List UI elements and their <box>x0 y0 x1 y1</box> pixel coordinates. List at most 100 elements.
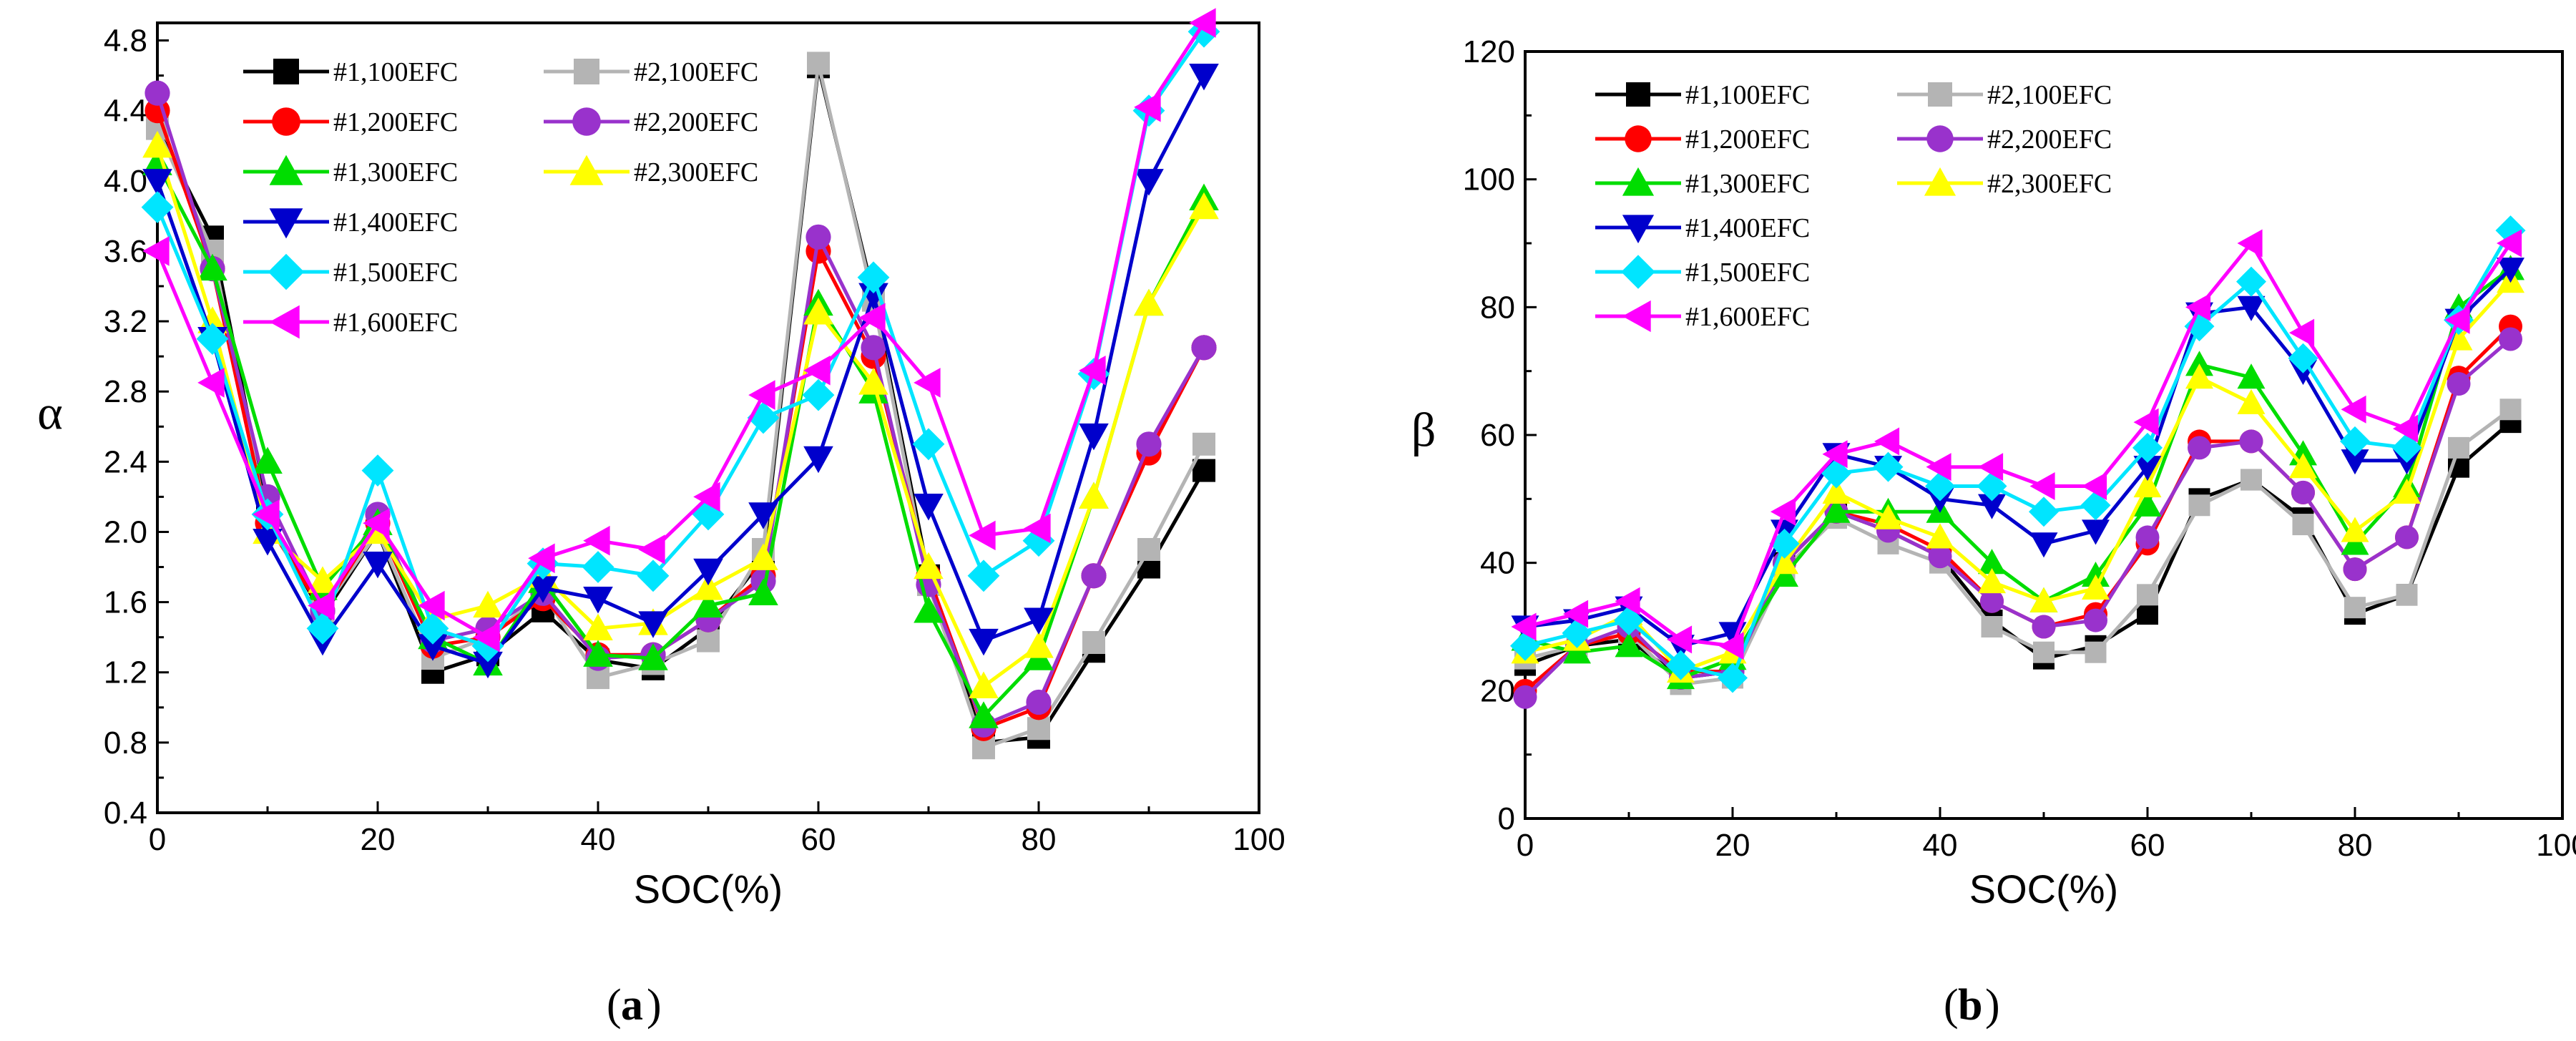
data-point <box>803 298 833 325</box>
data-point <box>1928 544 1952 569</box>
data-point <box>583 640 613 667</box>
data-point <box>1563 638 1591 664</box>
data-point <box>197 253 227 281</box>
data-point <box>363 508 390 538</box>
x-tick-label: 40 <box>1923 828 1958 863</box>
legend-swatch-marker <box>1626 82 1650 107</box>
data-point <box>582 551 614 583</box>
y-tick-label: 40 <box>1480 546 1515 581</box>
x-tick-label: 80 <box>2338 828 2373 863</box>
legend-item: #1,300EFC <box>243 155 458 187</box>
data-point <box>1024 631 1054 658</box>
data-point <box>416 612 449 645</box>
data-point <box>473 622 500 653</box>
data-point <box>145 80 170 106</box>
y-tick-label: 2.0 <box>104 514 147 549</box>
legend-item: #2,200EFC <box>1897 124 2112 155</box>
data-point <box>748 578 778 605</box>
legend-swatch-marker <box>1622 167 1655 196</box>
data-point <box>803 355 831 386</box>
data-point <box>2239 429 2263 454</box>
data-point <box>1134 288 1164 316</box>
data-point <box>2289 318 2315 347</box>
data-point <box>196 323 229 355</box>
data-point <box>253 499 280 529</box>
data-point <box>306 612 339 645</box>
data-point <box>2499 327 2522 351</box>
data-point <box>1978 567 2006 594</box>
data-point <box>748 543 778 570</box>
legend-label: #2,200EFC <box>1987 124 2112 155</box>
data-point <box>142 130 172 158</box>
data-point <box>2393 414 2419 443</box>
svg-text:): ) <box>647 981 662 1030</box>
x-tick-label: 100 <box>1233 822 1285 857</box>
data-point <box>361 454 394 487</box>
data-point <box>1079 423 1109 451</box>
legend-swatch-marker <box>1926 125 1954 152</box>
legend-swatch-marker <box>269 208 303 239</box>
legend-swatch-marker <box>1622 300 1651 333</box>
data-point <box>2340 426 2370 456</box>
data-point <box>2132 432 2163 463</box>
data-point <box>1136 431 1162 457</box>
data-point <box>748 502 778 529</box>
data-point <box>1926 523 1954 549</box>
data-point <box>1513 685 1537 709</box>
y-tick-label: 2.4 <box>104 444 147 479</box>
legend-item: #1,200EFC <box>243 107 458 137</box>
data-point <box>2029 471 2055 500</box>
legend-swatch-marker <box>569 155 604 185</box>
legend-swatch-marker <box>1928 82 1952 107</box>
data-point <box>1771 562 1798 587</box>
y-tick-label: 1.2 <box>104 655 147 690</box>
series-lines-a <box>141 8 1220 760</box>
data-point <box>528 576 558 603</box>
data-point <box>1665 650 1696 680</box>
data-point <box>1822 497 1851 523</box>
data-point <box>1978 453 2004 482</box>
data-point <box>2237 295 2266 321</box>
legend-label: #2,100EFC <box>634 57 758 87</box>
legend-swatch-marker <box>273 59 299 84</box>
data-point <box>1137 538 1160 561</box>
legend-item: #1,400EFC <box>1595 213 1810 244</box>
data-point <box>914 494 944 521</box>
data-point <box>802 378 835 411</box>
data-point <box>857 261 890 294</box>
legend-label: #1,600EFC <box>1685 302 1810 332</box>
legend-item: #2,200EFC <box>544 107 758 137</box>
data-point <box>2185 351 2213 376</box>
data-point <box>2133 408 2159 436</box>
data-point <box>1771 497 1796 526</box>
data-point <box>2497 258 2524 283</box>
data-point <box>969 628 999 656</box>
data-point <box>1079 482 1109 509</box>
y-tick-label: 80 <box>1480 290 1515 325</box>
data-point <box>807 52 830 75</box>
legend-swatch-marker <box>1924 167 1957 196</box>
panel-caption-a: ( a ) <box>607 981 662 1030</box>
data-point <box>2497 229 2522 258</box>
legend-swatch-marker <box>268 253 305 290</box>
data-point <box>2029 587 2058 612</box>
data-point <box>2289 453 2317 479</box>
data-point <box>2137 603 2158 625</box>
legend-item: #1,400EFC <box>243 207 458 239</box>
legend-label: #1,300EFC <box>1685 169 1810 199</box>
data-point <box>2029 497 2059 527</box>
legend-swatch-marker <box>269 155 303 185</box>
data-point <box>2188 494 2210 517</box>
data-point <box>2343 557 2367 582</box>
data-point <box>912 428 945 461</box>
y-tick-label: 60 <box>1480 418 1515 453</box>
legend-swatch-marker <box>272 107 300 136</box>
legend-item: #1,500EFC <box>1595 255 1810 289</box>
legend-label: #2,300EFC <box>634 157 758 187</box>
legend-item: #1,600EFC <box>1595 300 1810 333</box>
data-point <box>141 191 174 223</box>
data-point <box>2188 436 2211 460</box>
legend-swatch-marker <box>574 59 599 84</box>
data-point <box>583 613 613 641</box>
data-point <box>1718 632 1744 660</box>
